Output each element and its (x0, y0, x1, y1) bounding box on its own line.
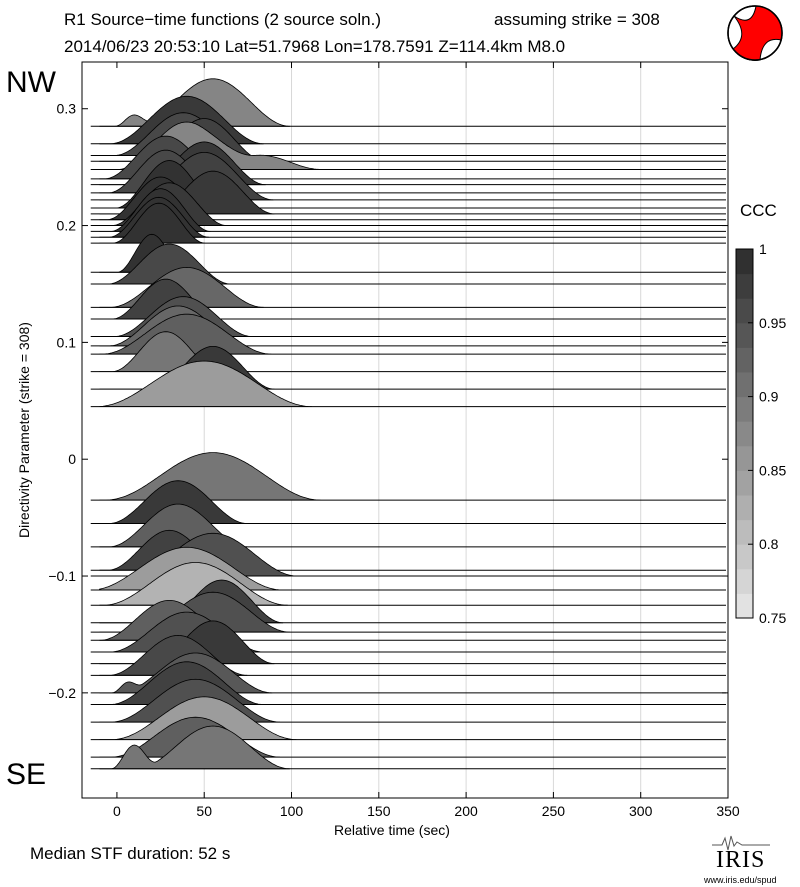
colorbar-swatch (736, 372, 753, 398)
x-tick-label: 300 (629, 803, 653, 819)
ccc-colorbar: 0.75 0.8 0.85 0.9 0.95 1 (735, 241, 786, 626)
colorbar-swatch (736, 445, 753, 471)
beachball-icon (727, 5, 783, 61)
colorbar-tick-label: 0.9 (759, 389, 779, 405)
y-tick-label: 0.3 (57, 101, 77, 117)
x-axis-label: Relative time (sec) (334, 822, 450, 838)
nw-label: NW (6, 66, 56, 99)
plot-frame (81, 61, 729, 799)
median-duration: Median STF duration: 52 s (30, 844, 231, 863)
colorbar-swatch (736, 396, 753, 422)
colorbar-tick-label: 0.95 (759, 315, 786, 331)
stf-pulse (99, 725, 290, 770)
colorbar-swatch (736, 568, 753, 594)
stf-pulse (99, 452, 321, 501)
colorbar-swatch (736, 347, 753, 373)
event-info: 2014/06/23 20:53:10 Lat=51.7968 Lon=178.… (64, 37, 566, 56)
chart-title: R1 Source−time functions (2 source soln.… (64, 10, 382, 29)
colorbar-swatch (736, 421, 753, 447)
x-tick-label: 250 (542, 803, 566, 819)
se-label: SE (6, 758, 47, 791)
iris-logo-text: IRIS (716, 847, 766, 873)
x-tick-label: 200 (454, 803, 478, 819)
grid-lines (203, 62, 729, 798)
x-tick-label: 350 (716, 803, 740, 819)
stf-pulse (99, 202, 205, 244)
colorbar-swatch (736, 544, 753, 570)
x-tick-label: 100 (280, 803, 304, 819)
y-tick-label: 0 (68, 451, 76, 467)
y-tick-label: −0.1 (48, 568, 76, 584)
colorbar-tick-label: 0.85 (759, 462, 786, 478)
stf-pulse (99, 360, 312, 407)
iris-url[interactable]: www.iris.edu/spud (704, 875, 777, 885)
x-tick-label: 0 (113, 803, 121, 819)
y-tick-label: −0.2 (48, 685, 76, 701)
x-tick-label: 150 (367, 803, 391, 819)
colorbar-tick-label: 0.8 (759, 536, 779, 552)
colorbar-swatch (736, 273, 753, 299)
colorbar-swatch (736, 249, 753, 275)
y-tick-label: 0.1 (57, 334, 77, 350)
colorbar-tick-label: 1 (759, 241, 767, 257)
stf-pulse (99, 480, 248, 524)
colorbar-swatch (736, 495, 753, 521)
colorbar-swatch (736, 322, 753, 348)
strike-label: assuming strike = 308 (494, 10, 660, 29)
stf-pulse (99, 313, 272, 355)
colorbar-swatch (736, 470, 753, 496)
stf-traces (90, 78, 726, 770)
colorbar-frame (735, 248, 754, 619)
x-tick-label: 50 (196, 803, 212, 819)
colorbar-swatch (736, 298, 753, 324)
colorbar-swatch (736, 519, 753, 545)
colorbar-swatch (736, 593, 753, 619)
y-tick-label: 0.2 (57, 218, 77, 234)
colorbar-tick-label: 0.75 (759, 610, 786, 626)
colorbar-title: CCC (740, 201, 777, 220)
iris-logo-icon (712, 835, 770, 851)
axes: 0 50 100 150 200 250 300 350 −0.2 −0.1 0 0.1 0.2 0.3 (48, 61, 740, 819)
